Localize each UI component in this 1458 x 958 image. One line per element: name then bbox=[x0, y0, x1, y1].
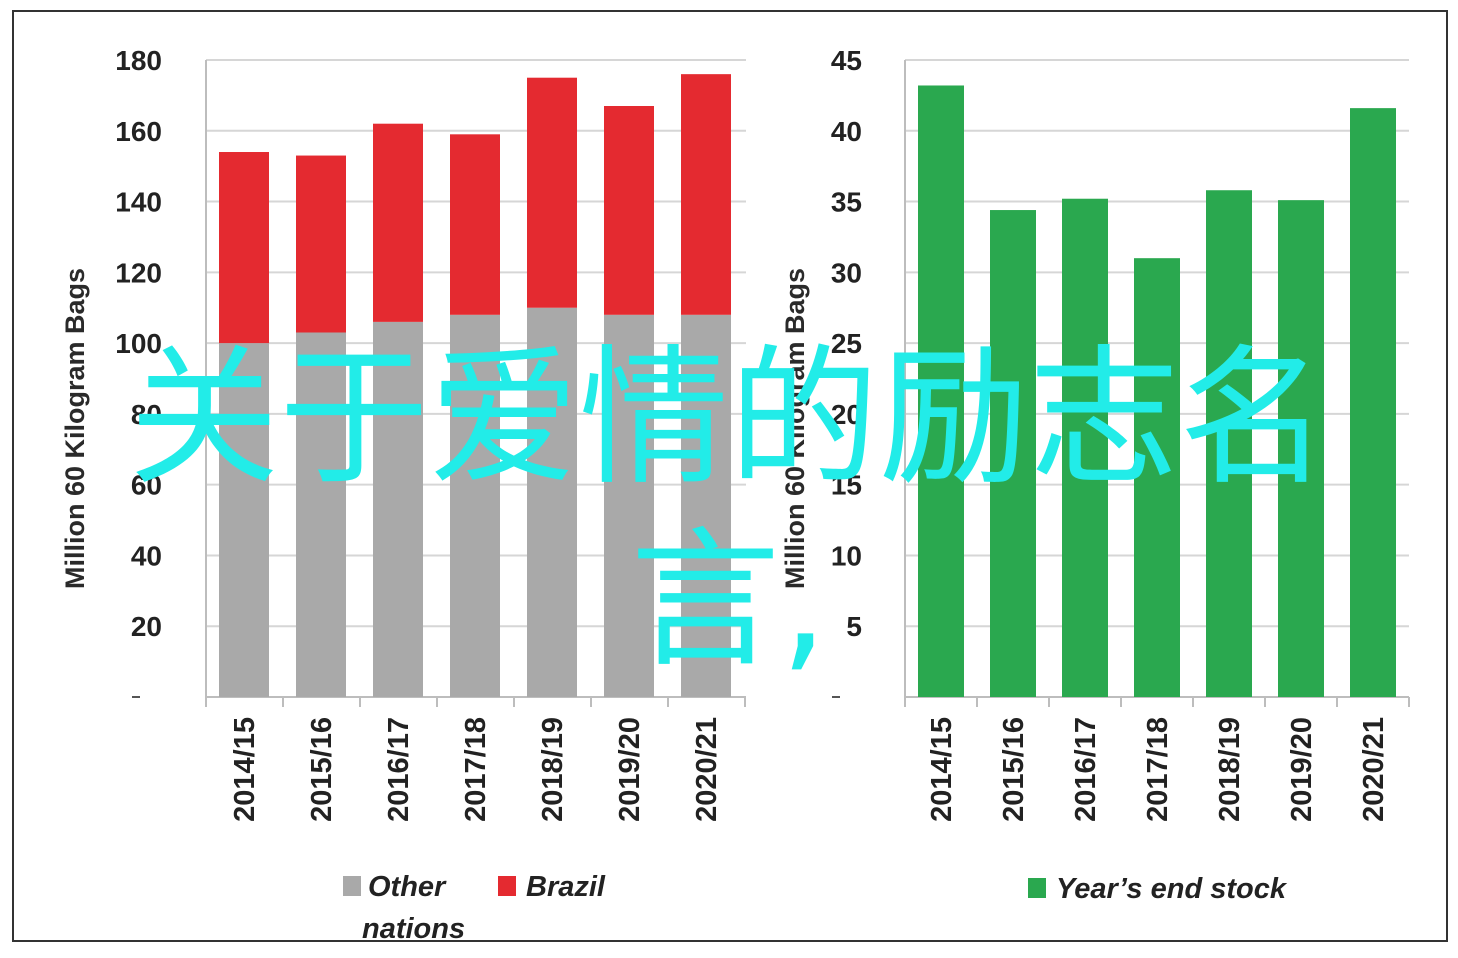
y-tick-label: 160 bbox=[115, 116, 162, 147]
x-tick-label: 2019/20 bbox=[614, 717, 646, 822]
bar-year-s-end-stock-2020/21 bbox=[1350, 108, 1396, 697]
bar-other-nations-2014/15 bbox=[219, 343, 269, 697]
legend-swatch-stock bbox=[1028, 878, 1046, 898]
x-tick-label: 2014/15 bbox=[926, 717, 958, 822]
bar-other-nations-2016/17 bbox=[373, 321, 423, 697]
legend-swatch-other-nations bbox=[343, 876, 361, 896]
x-tick-label: 2015/16 bbox=[306, 717, 338, 822]
x-tick-label: 2018/19 bbox=[1214, 717, 1246, 822]
y-tick-label: 30 bbox=[831, 257, 862, 288]
bar-year-s-end-stock-2015/16 bbox=[990, 210, 1036, 697]
legend-label-other-line2: nations bbox=[362, 913, 465, 945]
bar-other-nations-2020/21 bbox=[681, 314, 731, 697]
y-tick-label: 45 bbox=[831, 45, 862, 76]
x-tick-label: 2014/15 bbox=[229, 717, 261, 822]
y-axis-title: Million 60 Kilogram Bags bbox=[780, 268, 810, 589]
y-tick-label: 80 bbox=[131, 399, 162, 430]
y-tick-label: 100 bbox=[115, 328, 162, 359]
y-tick-label: 120 bbox=[115, 257, 162, 288]
bar-brazil-2014/15 bbox=[219, 152, 269, 344]
x-tick-label: 2020/21 bbox=[691, 717, 723, 822]
x-tick-label: 2020/21 bbox=[1358, 717, 1390, 822]
x-tick-label: 2019/20 bbox=[1286, 717, 1318, 822]
x-tick-label: 2018/19 bbox=[537, 717, 569, 822]
bar-year-s-end-stock-2019/20 bbox=[1278, 200, 1324, 697]
y-tick-label: 35 bbox=[831, 187, 862, 218]
y-tick-label: 40 bbox=[831, 116, 862, 147]
y-tick-label: 10 bbox=[831, 540, 862, 571]
y-tick-label: 60 bbox=[131, 470, 162, 501]
y-tick-label: 25 bbox=[831, 328, 862, 359]
bar-brazil-2017/18 bbox=[450, 134, 500, 315]
legend-swatch-brazil bbox=[498, 876, 516, 896]
bar-brazil-2019/20 bbox=[604, 106, 654, 315]
bar-year-s-end-stock-2018/19 bbox=[1206, 190, 1252, 697]
bar-brazil-2020/21 bbox=[681, 74, 731, 315]
legend-label-brazil: Brazil bbox=[526, 871, 606, 903]
bar-other-nations-2015/16 bbox=[296, 332, 346, 697]
y-tick-label: 140 bbox=[115, 187, 162, 218]
bar-brazil-2018/19 bbox=[527, 77, 577, 308]
y-tick-label: 40 bbox=[131, 540, 162, 571]
y-tick-label: 5 bbox=[846, 611, 862, 642]
bar-year-s-end-stock-2014/15 bbox=[918, 85, 964, 698]
x-tick-label: 2017/18 bbox=[460, 717, 492, 822]
legend-label-stock: Year’s end stock bbox=[1056, 873, 1288, 905]
bar-year-s-end-stock-2016/17 bbox=[1062, 198, 1108, 698]
x-tick-label: 2017/18 bbox=[1142, 717, 1174, 822]
x-tick-label: 2016/17 bbox=[1070, 717, 1102, 822]
x-tick-label: 2015/16 bbox=[998, 717, 1030, 822]
y-tick-label: 20 bbox=[131, 611, 162, 642]
bar-brazil-2015/16 bbox=[296, 155, 346, 333]
y-tick-label: 180 bbox=[115, 45, 162, 76]
y-tick-label: 15 bbox=[831, 470, 862, 501]
y-tick-label: 20 bbox=[831, 399, 862, 430]
bar-year-s-end-stock-2017/18 bbox=[1134, 258, 1180, 697]
x-tick-label: 2016/17 bbox=[383, 717, 415, 822]
bar-brazil-2016/17 bbox=[373, 123, 423, 322]
bar-other-nations-2019/20 bbox=[604, 314, 654, 697]
bar-other-nations-2017/18 bbox=[450, 314, 500, 697]
bar-other-nations-2018/19 bbox=[527, 307, 577, 697]
legend-label-other-line1: Other bbox=[368, 871, 447, 903]
y-axis-title: Million 60 Kilogram Bags bbox=[60, 268, 90, 589]
